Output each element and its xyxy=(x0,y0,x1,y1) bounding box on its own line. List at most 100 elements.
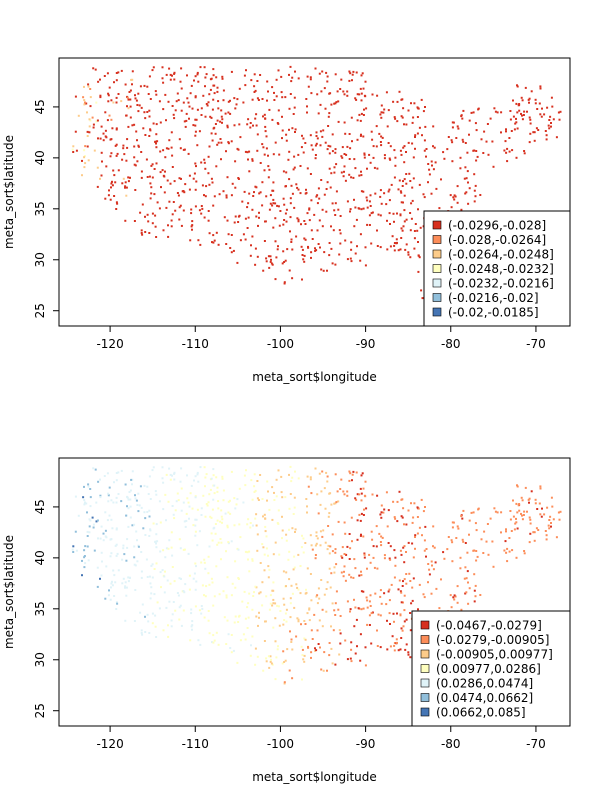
data-point xyxy=(195,580,198,583)
data-point xyxy=(294,531,296,533)
data-point xyxy=(327,525,330,527)
data-point xyxy=(349,610,351,613)
data-point xyxy=(286,248,289,251)
data-point xyxy=(512,115,515,118)
data-point xyxy=(511,549,514,552)
data-point xyxy=(359,534,362,537)
data-point xyxy=(350,260,353,263)
data-point xyxy=(83,555,86,557)
data-point xyxy=(265,195,268,198)
data-point xyxy=(317,243,320,245)
data-point xyxy=(360,112,363,115)
data-point xyxy=(428,573,431,576)
data-point xyxy=(271,118,274,121)
data-point xyxy=(528,516,531,519)
data-point xyxy=(171,474,173,477)
data-point xyxy=(401,516,404,519)
data-point xyxy=(116,602,119,605)
data-point xyxy=(464,192,467,195)
data-point xyxy=(366,606,369,609)
data-point xyxy=(171,105,174,107)
data-point xyxy=(302,537,305,540)
data-point xyxy=(152,122,155,125)
data-point xyxy=(380,516,383,519)
data-point xyxy=(126,505,128,508)
data-point xyxy=(356,93,359,96)
data-point xyxy=(125,194,128,197)
data-point xyxy=(117,569,120,572)
data-point xyxy=(380,511,383,514)
data-point xyxy=(147,93,150,95)
data-point xyxy=(389,158,392,161)
data-point xyxy=(210,477,213,480)
data-point xyxy=(183,591,186,594)
data-point xyxy=(122,177,125,180)
data-point xyxy=(397,588,400,591)
data-point xyxy=(178,206,181,209)
data-point xyxy=(480,138,483,141)
plot-frame xyxy=(58,457,571,727)
data-point xyxy=(355,218,358,221)
data-point xyxy=(333,102,336,105)
data-point xyxy=(283,203,286,206)
data-point xyxy=(125,186,128,189)
data-point xyxy=(255,524,258,527)
data-point xyxy=(294,131,296,133)
data-point xyxy=(223,616,226,619)
data-point xyxy=(382,111,385,114)
data-point xyxy=(295,583,298,586)
data-point xyxy=(389,545,392,548)
data-point xyxy=(352,576,355,579)
data-point xyxy=(423,539,426,542)
data-point xyxy=(271,604,274,607)
data-point xyxy=(505,530,507,533)
data-point xyxy=(168,200,171,203)
data-point xyxy=(263,513,266,516)
data-point xyxy=(414,534,417,537)
x-tick-label: -90 xyxy=(356,737,376,751)
data-point xyxy=(314,544,317,547)
data-point xyxy=(533,131,536,134)
data-point xyxy=(393,620,395,623)
data-point xyxy=(386,125,389,128)
data-point xyxy=(480,538,483,541)
data-point xyxy=(211,641,213,644)
data-point xyxy=(402,601,404,604)
data-point xyxy=(343,93,346,96)
data-point xyxy=(329,545,332,548)
data-point xyxy=(321,625,324,628)
data-point xyxy=(354,206,357,209)
data-point xyxy=(483,530,486,533)
data-point xyxy=(139,485,142,488)
data-point xyxy=(268,568,271,571)
data-point xyxy=(170,225,173,228)
data-point xyxy=(115,143,118,146)
data-point xyxy=(343,121,346,124)
data-point xyxy=(394,556,397,559)
data-point xyxy=(325,71,328,74)
data-point xyxy=(309,76,312,79)
legend: (-0.0296,-0.028](-0.028,-0.0264](-0.0264… xyxy=(423,210,571,327)
data-point xyxy=(468,133,470,136)
data-point xyxy=(213,639,216,642)
data-point xyxy=(393,649,396,652)
data-point xyxy=(337,520,340,523)
data-point xyxy=(379,141,382,143)
data-point xyxy=(110,182,113,185)
data-point xyxy=(226,126,229,129)
data-point xyxy=(236,261,239,264)
data-point xyxy=(268,266,271,269)
data-point xyxy=(167,100,170,103)
data-point xyxy=(411,121,414,124)
data-point xyxy=(329,492,332,495)
data-point xyxy=(188,505,191,508)
data-point xyxy=(249,126,252,129)
data-point xyxy=(452,596,455,599)
data-point xyxy=(93,149,96,152)
data-point xyxy=(97,137,99,140)
data-point xyxy=(309,573,312,575)
data-point xyxy=(281,537,283,540)
data-point xyxy=(515,502,518,505)
data-point xyxy=(424,525,427,528)
data-point xyxy=(113,81,115,84)
